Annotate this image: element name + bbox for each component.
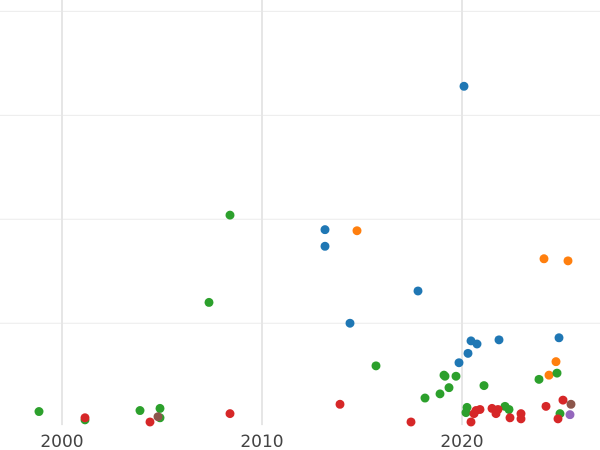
gridlines — [0, 0, 600, 426]
data-point-series-3 — [466, 417, 476, 427]
x-tick-label: 2010 — [240, 432, 283, 450]
data-point-series-4 — [153, 412, 163, 422]
x-tick-label: 2020 — [440, 432, 483, 450]
data-point-series-4 — [566, 399, 576, 409]
data-point-series-2 — [534, 374, 544, 384]
data-point-series-2 — [420, 393, 430, 403]
data-point-series-3 — [516, 414, 526, 424]
data-point-series-0 — [345, 318, 355, 328]
data-point-series-2 — [34, 407, 44, 417]
data-point-series-3 — [225, 409, 235, 419]
data-point-series-2 — [155, 403, 165, 413]
data-point-series-1 — [544, 370, 554, 380]
data-point-series-2 — [435, 389, 445, 399]
data-point-series-2 — [451, 371, 461, 381]
data-point-series-1 — [551, 357, 561, 367]
data-point-series-2 — [479, 381, 489, 391]
x-tick-label: 2000 — [40, 432, 83, 450]
data-point-series-3 — [406, 417, 416, 427]
data-point-series-2 — [135, 406, 145, 416]
data-point-series-3 — [558, 395, 568, 405]
data-point-series-0 — [472, 339, 482, 349]
data-point-series-0 — [320, 225, 330, 235]
data-point-series-3 — [145, 417, 155, 427]
data-point-series-2 — [204, 297, 214, 307]
data-point-series-0 — [494, 335, 504, 345]
data-point-series-3 — [553, 414, 563, 424]
data-point-series-1 — [563, 256, 573, 266]
data-point-series-0 — [459, 81, 469, 91]
data-point-series-0 — [554, 333, 564, 343]
data-point-series-3 — [335, 399, 345, 409]
data-point-series-5 — [565, 410, 575, 420]
data-points — [34, 81, 576, 427]
data-point-series-1 — [352, 226, 362, 236]
data-point-series-2 — [444, 383, 454, 393]
data-point-series-0 — [463, 348, 473, 358]
data-point-series-0 — [320, 241, 330, 251]
data-point-series-2 — [504, 404, 514, 414]
data-point-series-3 — [505, 413, 515, 423]
data-point-series-3 — [541, 401, 551, 411]
data-point-series-0 — [454, 358, 464, 368]
data-point-series-2 — [225, 210, 235, 220]
data-point-series-3 — [491, 409, 501, 419]
data-point-series-2 — [552, 368, 562, 378]
data-point-series-0 — [413, 286, 423, 296]
data-point-series-2 — [461, 408, 471, 418]
data-point-series-3 — [469, 409, 479, 419]
data-point-series-2 — [440, 371, 450, 381]
data-point-series-3 — [80, 413, 90, 423]
data-point-series-2 — [371, 361, 381, 371]
x-axis-ticks: 2000 2010 2020 — [40, 432, 483, 450]
data-point-series-1 — [539, 254, 549, 264]
